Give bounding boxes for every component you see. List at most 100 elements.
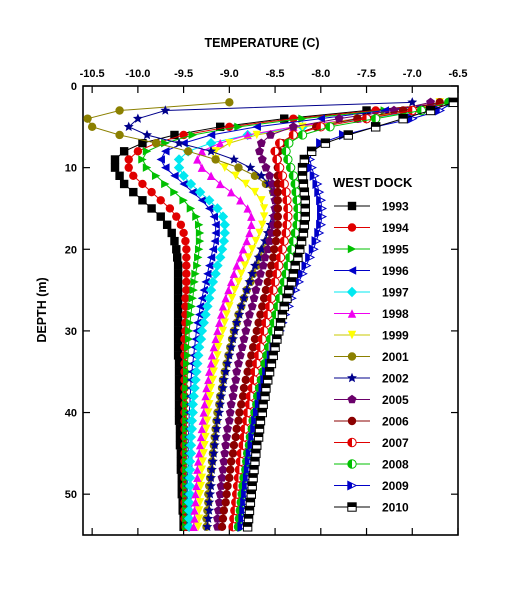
data-point-shape bbox=[206, 171, 216, 180]
data-point bbox=[212, 415, 223, 425]
data-point-half bbox=[248, 383, 253, 393]
data-point-shape bbox=[219, 456, 229, 466]
data-point bbox=[193, 342, 205, 353]
data-point-half bbox=[292, 220, 298, 229]
legend-marker-shape bbox=[347, 330, 357, 340]
data-point-half bbox=[426, 106, 435, 111]
data-point-half bbox=[269, 351, 278, 356]
data-point bbox=[288, 130, 299, 140]
data-point bbox=[200, 400, 209, 409]
data-point bbox=[272, 154, 282, 165]
data-point-half bbox=[262, 351, 267, 360]
data-point-shape bbox=[182, 285, 191, 295]
legend-label: 1997 bbox=[382, 286, 409, 300]
data-point bbox=[317, 211, 328, 222]
data-point-shape bbox=[259, 204, 269, 213]
data-point-shape bbox=[226, 465, 235, 474]
legend-item-1995: 1995 bbox=[334, 243, 409, 257]
data-point-shape bbox=[211, 228, 220, 238]
data-point bbox=[211, 359, 220, 368]
data-point bbox=[290, 260, 300, 271]
data-point-shape bbox=[194, 522, 203, 532]
data-point bbox=[170, 171, 179, 180]
data-point-shape bbox=[256, 310, 265, 319]
data-point bbox=[273, 196, 283, 205]
data-point bbox=[179, 196, 188, 205]
data-point-shape bbox=[255, 269, 265, 278]
data-point bbox=[226, 399, 236, 409]
data-point bbox=[218, 464, 228, 474]
data-point bbox=[123, 121, 134, 132]
data-point-half bbox=[240, 498, 245, 507]
data-point bbox=[174, 137, 184, 148]
data-point bbox=[220, 318, 229, 327]
data-point bbox=[398, 113, 408, 124]
data-point bbox=[185, 431, 197, 443]
data-point bbox=[255, 146, 264, 156]
data-point bbox=[292, 220, 302, 230]
data-point-shape bbox=[173, 294, 183, 303]
data-point bbox=[240, 424, 250, 434]
data-point-half bbox=[398, 114, 408, 119]
data-point bbox=[219, 219, 230, 230]
data-point-half bbox=[300, 155, 309, 160]
data-point-shape bbox=[235, 350, 245, 360]
data-point-shape bbox=[243, 204, 252, 213]
data-point bbox=[220, 366, 231, 376]
data-point-shape bbox=[132, 113, 143, 123]
data-point-shape bbox=[252, 326, 261, 336]
data-point-shape bbox=[269, 245, 279, 254]
data-point-shape bbox=[234, 277, 243, 287]
y-tick-label: 10 bbox=[65, 163, 77, 175]
data-point bbox=[173, 154, 185, 165]
data-point-shape bbox=[206, 480, 216, 491]
data-point-half bbox=[239, 473, 244, 483]
legend-item-1997: 1997 bbox=[334, 286, 409, 300]
data-point-shape bbox=[258, 220, 267, 229]
data-point bbox=[142, 163, 152, 172]
data-point bbox=[228, 391, 238, 401]
data-point bbox=[312, 178, 323, 189]
data-point-shape bbox=[186, 310, 196, 319]
data-point bbox=[176, 220, 186, 229]
data-point bbox=[197, 294, 207, 303]
data-point-shape bbox=[225, 122, 234, 132]
x-tick-label: -7.5 bbox=[357, 68, 376, 80]
data-point bbox=[282, 220, 292, 230]
data-point bbox=[115, 130, 124, 140]
data-point bbox=[223, 481, 232, 491]
data-point-half bbox=[233, 481, 238, 491]
data-point-half bbox=[287, 277, 296, 282]
data-point-shape bbox=[182, 261, 191, 270]
data-point-shape bbox=[186, 204, 196, 213]
data-point-half bbox=[246, 449, 251, 458]
data-point bbox=[284, 138, 294, 148]
data-point-shape bbox=[215, 122, 225, 132]
data-point-shape bbox=[203, 513, 214, 523]
data-point-shape bbox=[226, 457, 236, 466]
data-point-shape bbox=[195, 489, 205, 499]
data-point-shape bbox=[244, 276, 255, 287]
data-point-shape bbox=[193, 465, 202, 474]
data-point bbox=[263, 309, 273, 320]
data-point-half bbox=[250, 424, 255, 434]
data-point-shape bbox=[256, 244, 267, 254]
x-tick-label: -9.0 bbox=[220, 68, 239, 80]
data-point-shape bbox=[179, 228, 188, 238]
data-point-half bbox=[244, 465, 249, 474]
data-point-half bbox=[256, 343, 261, 352]
data-point-half bbox=[237, 498, 242, 507]
data-point-shape bbox=[259, 212, 269, 221]
data-point bbox=[110, 155, 120, 164]
data-point bbox=[275, 318, 286, 328]
data-point-shape bbox=[272, 228, 282, 238]
data-point-shape bbox=[191, 366, 202, 377]
data-point-half bbox=[245, 457, 250, 466]
data-point-half bbox=[292, 196, 298, 205]
data-point bbox=[264, 367, 275, 377]
data-point-shape bbox=[174, 367, 184, 376]
data-point bbox=[222, 358, 233, 368]
data-point bbox=[194, 186, 206, 198]
data-point bbox=[188, 391, 199, 402]
